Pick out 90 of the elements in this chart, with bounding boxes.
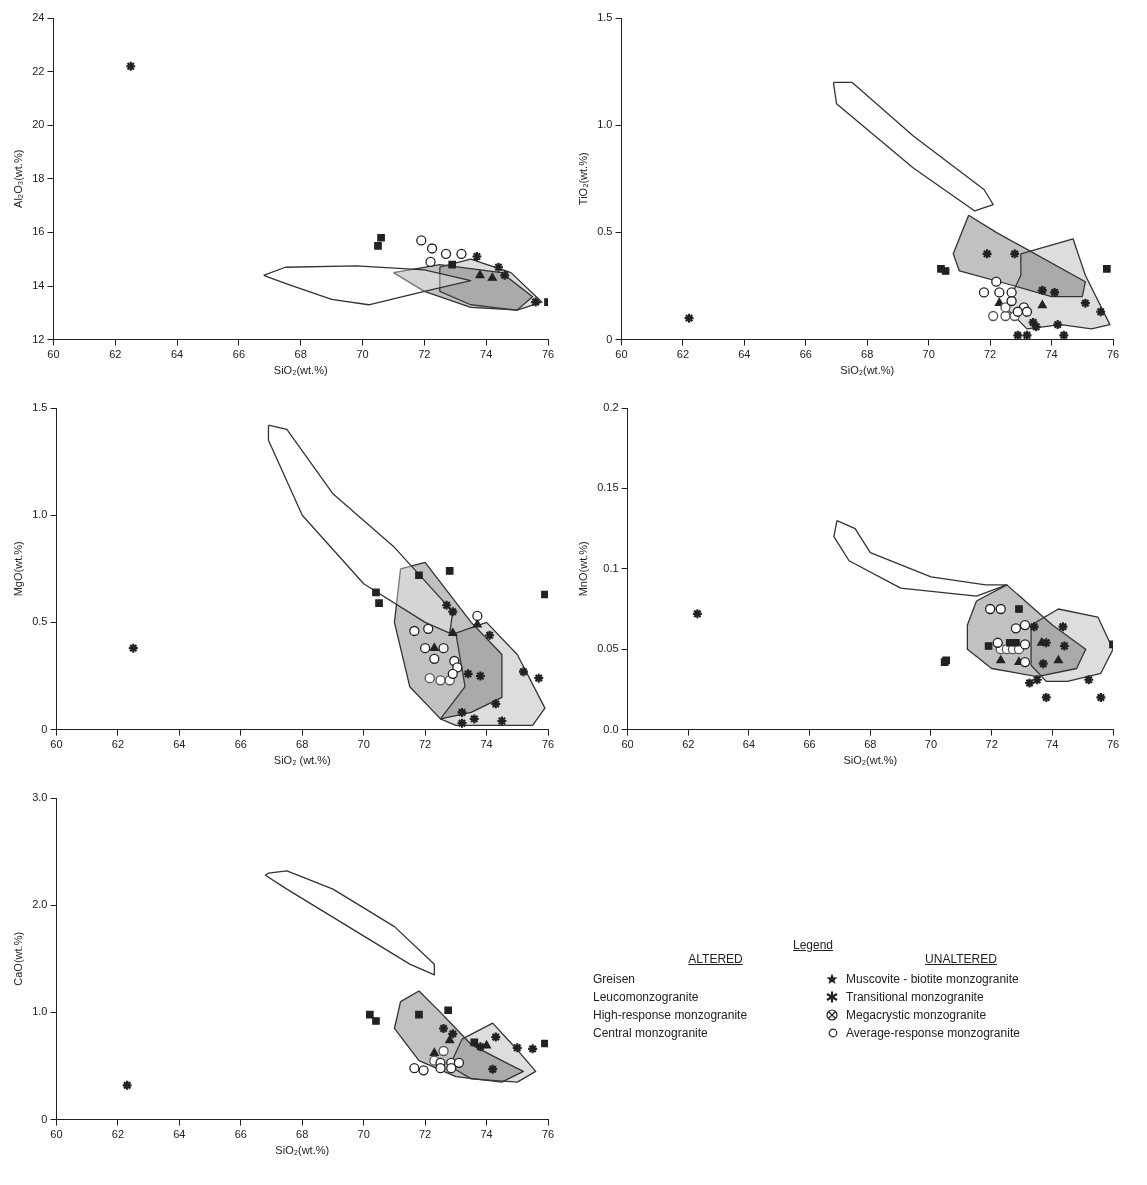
y-tick-label: 1.5 [32,401,48,414]
x-tick-label: 70 [356,348,369,361]
x-tick-label: 64 [173,738,186,751]
text: Transitional monzogranite [846,990,984,1004]
x-tick-label: 76 [1106,738,1120,751]
x-axis-title: SiO₂(wt.%) [275,1144,330,1157]
x-tick-label: 76 [541,738,555,751]
text: Legend [791,938,834,952]
x-tick-label: 62 [682,738,695,751]
y-tick-label: 1.0 [32,508,48,521]
text: Leucomonzogranite [593,990,699,1004]
x-tick-label: 72 [419,738,432,751]
x-axis-title: SiO₂(wt.%) [843,754,898,767]
y-tick-label: 12 [32,332,45,345]
text: UNALTERED [924,952,998,966]
y-axis-title: CaO(wt.%) [11,931,24,986]
text: Average-response monzogranite [846,1026,1020,1040]
x-tick-label: 64 [738,348,751,361]
y-tick-label: 1.0 [32,1005,48,1018]
x-tick-label: 60 [47,348,60,361]
x-tick-label: 76 [541,1128,555,1141]
text: Central monzogranite [593,1026,708,1040]
x-axis-title: SiO₂(wt.%) [273,364,328,377]
y-axis-title: Al₂O₃(wt.%) [11,149,24,208]
x-tick-label: 64 [170,348,184,361]
y-axis-title: MgO(wt.%) [11,541,24,597]
x-tick-label: 74 [1046,738,1059,751]
y-tick-label: 1.5 [597,11,613,24]
y-tick-label: 20 [32,118,45,131]
y-tick-label: 14 [32,279,45,292]
x-tick-label: 74 [480,738,493,751]
y-tick-label: 0.5 [32,615,48,628]
y-tick-label: 1.0 [597,118,613,131]
x-tick-label: 66 [234,738,247,751]
y-tick-label: 16 [32,225,45,238]
text: High-response monzogranite [593,1008,748,1022]
y-tick-label: 0.1 [603,561,619,574]
x-tick-label: 68 [296,1128,309,1141]
y-tick-label: 0.2 [603,401,619,414]
y-tick-label: 3.0 [32,791,48,804]
y-tick-label: 2.0 [32,898,48,911]
x-tick-label: 62 [109,348,122,361]
x-tick-label: 66 [799,348,812,361]
x-tick-label: 68 [296,738,309,751]
x-tick-label: 74 [480,1128,493,1141]
y-tick-label: 0 [41,1112,48,1125]
y-axis-title: MnO(wt.%) [576,541,589,597]
y-tick-label: 0 [606,332,613,345]
text: Megacrystic monzogranite [846,1008,987,1022]
y-tick-label: 22 [32,64,45,77]
y-tick-label: 24 [32,11,45,24]
x-tick-label: 60 [615,348,628,361]
x-tick-label: 72 [984,348,997,361]
x-tick-label: 72 [419,1128,432,1141]
y-tick-label: 0 [41,722,48,735]
x-tick-label: 74 [1045,348,1058,361]
x-tick-label: 62 [111,738,125,751]
x-tick-label: 64 [742,738,756,751]
x-tick-label: 76 [541,348,555,361]
x-tick-label: 60 [50,1128,63,1141]
x-tick-label: 72 [418,348,431,361]
x-tick-label: 74 [480,348,493,361]
x-tick-label: 60 [621,738,634,751]
y-tick-label: 0.05 [597,642,619,655]
x-axis-title: SiO₂ (wt.%) [273,754,331,767]
x-tick-label: 70 [357,1128,370,1141]
x-tick-label: 60 [50,738,63,751]
x-tick-label: 62 [111,1128,125,1141]
x-tick-label: 68 [864,738,877,751]
text: Greisen [593,972,636,986]
y-tick-label: 0.15 [597,481,619,494]
x-tick-label: 70 [922,348,935,361]
x-tick-label: 76 [1106,348,1120,361]
x-tick-label: 68 [861,348,874,361]
text: ALTERED [687,952,744,966]
y-tick-label: 0.5 [597,225,613,238]
x-tick-label: 68 [294,348,307,361]
x-tick-label: 62 [676,348,690,361]
x-tick-label: 66 [803,738,816,751]
text: Muscovite - biotite monzogranite [846,972,1019,986]
y-axis-title: TiO₂(wt.%) [576,152,589,206]
x-tick-label: 72 [985,738,998,751]
y-tick-label: 18 [32,171,45,184]
x-tick-label: 66 [232,348,246,361]
x-tick-label: 64 [173,1128,186,1141]
x-tick-label: 70 [924,738,938,751]
x-tick-label: 70 [357,738,370,751]
x-axis-title: SiO₂(wt.%) [840,364,895,377]
x-tick-label: 66 [234,1128,247,1141]
y-tick-label: 0.0 [603,722,619,735]
